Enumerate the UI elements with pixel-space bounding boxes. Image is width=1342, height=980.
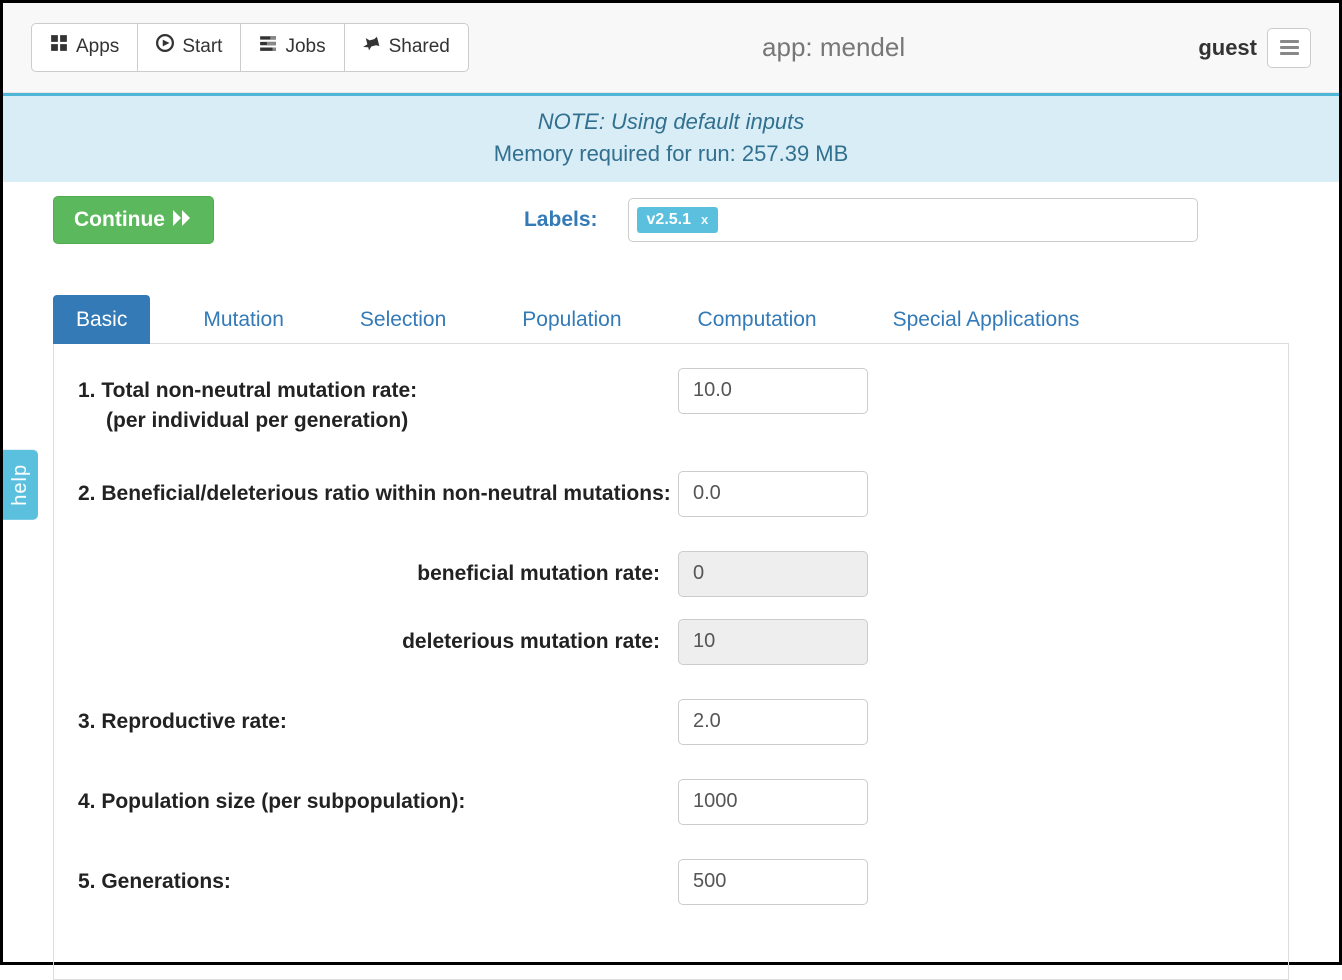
tab-computation[interactable]: Computation [675, 295, 840, 344]
note-line-1: NOTE: Using default inputs [3, 106, 1339, 138]
label-text: 1. Total non-neutral mutation rate: [78, 379, 417, 402]
label-generations: 5. Generations: [78, 859, 678, 905]
menu-button[interactable] [1267, 28, 1311, 68]
labels-area: Labels: v2.5.1 x [524, 198, 1198, 242]
label-tag[interactable]: v2.5.1 x [637, 207, 719, 233]
jobs-label: Jobs [285, 34, 325, 61]
tag-text: v2.5.1 [647, 211, 691, 229]
pushpin-icon [363, 34, 381, 61]
row-population-size: 4. Population size (per subpopulation): [78, 779, 1264, 825]
input-mutation-rate[interactable] [678, 368, 868, 414]
tab-special[interactable]: Special Applications [870, 295, 1103, 344]
help-tab[interactable]: help [3, 450, 38, 520]
label-subtext: (per individual per generation) [78, 406, 678, 436]
continue-label: Continue [74, 208, 165, 232]
note-bar: NOTE: Using default inputs Memory requir… [3, 96, 1339, 182]
input-beneficial-rate [678, 551, 868, 597]
user-area: guest [1198, 28, 1311, 68]
labels-input[interactable]: v2.5.1 x [628, 198, 1198, 242]
jobs-button[interactable]: Jobs [240, 23, 344, 72]
input-population-size[interactable] [678, 779, 868, 825]
label-population-size: 4. Population size (per subpopulation): [78, 779, 678, 825]
nav-button-group: Apps Start Jobs Shared [31, 23, 469, 72]
tabs: Basic Mutation Selection Population Comp… [53, 294, 1289, 344]
tabs-container: Basic Mutation Selection Population Comp… [3, 294, 1339, 980]
label-mutation-rate: 1. Total non-neutral mutation rate: (per… [78, 368, 678, 437]
play-circle-icon [156, 34, 174, 61]
label-ratio: 2. Beneficial/deleterious ratio within n… [78, 471, 678, 517]
app-title: app: mendel [469, 32, 1198, 63]
label-reproductive-rate: 3. Reproductive rate: [78, 699, 678, 745]
row-beneficial-rate: beneficial mutation rate: [78, 551, 1264, 597]
shared-label: Shared [389, 34, 450, 61]
row-deleterious-rate: deleterious mutation rate: [78, 619, 1264, 665]
apps-button[interactable]: Apps [31, 23, 138, 72]
start-button[interactable]: Start [137, 23, 241, 72]
label-beneficial-rate: beneficial mutation rate: [78, 551, 678, 597]
tag-remove-icon[interactable]: x [701, 212, 708, 227]
tab-selection[interactable]: Selection [337, 295, 469, 344]
label-deleterious-rate: deleterious mutation rate: [78, 619, 678, 665]
top-navbar: Apps Start Jobs Shared app: mendel guest [3, 3, 1339, 93]
tab-population[interactable]: Population [499, 295, 644, 344]
note-line-2: Memory required for run: 257.39 MB [3, 138, 1339, 170]
input-deleterious-rate [678, 619, 868, 665]
input-reproductive-rate[interactable] [678, 699, 868, 745]
form-panel: 1. Total non-neutral mutation rate: (per… [53, 344, 1289, 980]
action-row: Continue Labels: v2.5.1 x [3, 182, 1339, 264]
grid-icon [50, 34, 68, 61]
shared-button[interactable]: Shared [344, 23, 469, 72]
start-label: Start [182, 34, 222, 61]
input-generations[interactable] [678, 859, 868, 905]
input-ratio[interactable] [678, 471, 868, 517]
continue-button[interactable]: Continue [53, 196, 214, 244]
row-mutation-rate: 1. Total non-neutral mutation rate: (per… [78, 368, 1264, 437]
apps-label: Apps [76, 34, 119, 61]
tab-mutation[interactable]: Mutation [180, 295, 307, 344]
row-generations: 5. Generations: [78, 859, 1264, 905]
tasks-icon [259, 34, 277, 61]
user-label: guest [1198, 35, 1257, 61]
forward-icon [173, 208, 193, 232]
hamburger-icon [1280, 40, 1299, 55]
row-reproductive-rate: 3. Reproductive rate: [78, 699, 1264, 745]
labels-label: Labels: [524, 208, 598, 232]
tab-basic[interactable]: Basic [53, 295, 150, 344]
row-ratio: 2. Beneficial/deleterious ratio within n… [78, 471, 1264, 517]
